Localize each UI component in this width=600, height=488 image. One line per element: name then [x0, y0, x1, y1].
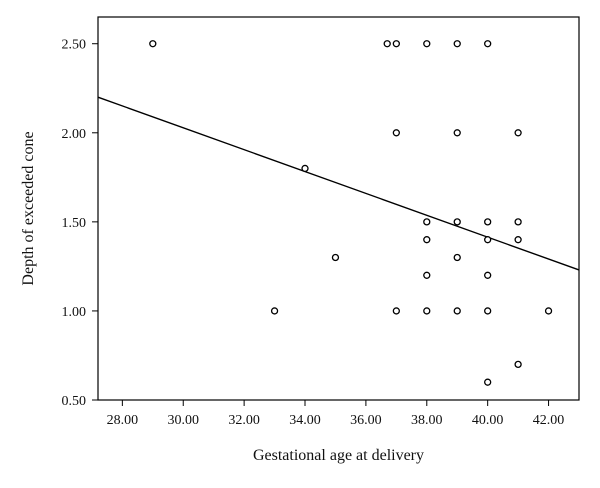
data-point: [453, 129, 461, 137]
x-axis-ticks: 28.00 30.00 32.00 34.00 36.00 38.00 40.00 42.00: [107, 400, 565, 428]
data-point: [383, 40, 391, 48]
data-point: [301, 164, 309, 173]
data-point: [514, 236, 522, 244]
data-point: [484, 307, 492, 315]
y-tick-label: 1.00: [62, 305, 87, 320]
plot-frame: [97, 16, 580, 401]
data-point: [149, 40, 157, 48]
data-point: [544, 307, 553, 315]
regression-line: [97, 96, 580, 271]
data-point: [423, 218, 431, 226]
x-tick-label: 36.00: [350, 413, 382, 428]
data-point: [453, 40, 461, 48]
y-tick-label: 2.00: [62, 127, 87, 142]
x-tick-label: 30.00: [167, 413, 199, 428]
data-point: [392, 40, 400, 48]
data-point: [484, 40, 492, 48]
data-point: [453, 253, 461, 262]
data-point: [423, 40, 431, 48]
y-tick-label: 2.50: [62, 38, 87, 53]
x-tick-label: 32.00: [228, 413, 260, 428]
data-point: [484, 378, 492, 386]
data-point: [392, 307, 400, 315]
data-point: [484, 271, 492, 279]
y-axis-ticks: 0.50 1.00 1.50 2.00 2.50: [62, 38, 98, 409]
x-tick-label: 38.00: [411, 413, 443, 428]
regression-line-layer: [97, 96, 580, 271]
y-axis-title: Depth of exceeded cone: [20, 131, 37, 285]
data-point: [514, 129, 522, 137]
x-tick-label: 40.00: [472, 413, 504, 428]
data-point: [514, 218, 522, 226]
data-point: [423, 307, 431, 315]
data-point: [484, 236, 492, 244]
y-tick-label: 1.50: [62, 216, 87, 231]
data-point: [270, 307, 279, 315]
x-axis-title: Gestational age at delivery: [253, 447, 424, 464]
data-point: [423, 236, 431, 244]
data-points-layer: [149, 40, 553, 386]
data-point: [514, 360, 522, 369]
data-point: [484, 218, 492, 226]
data-point: [392, 129, 400, 137]
y-tick-label: 0.50: [62, 394, 87, 409]
x-tick-label: 42.00: [533, 413, 565, 428]
x-tick-label: 34.00: [289, 413, 321, 428]
data-point: [453, 307, 461, 315]
x-tick-label: 28.00: [107, 413, 139, 428]
data-point: [331, 253, 340, 262]
data-point: [453, 218, 461, 226]
data-point: [423, 271, 431, 279]
